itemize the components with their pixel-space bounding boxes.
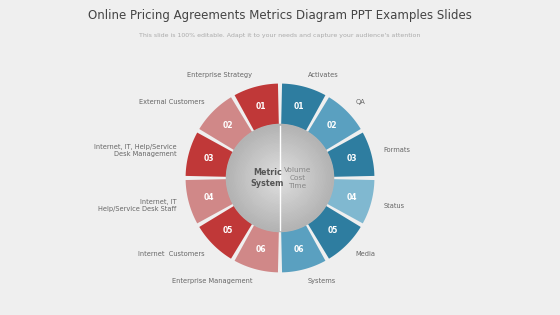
Polygon shape <box>235 83 279 131</box>
Circle shape <box>259 157 301 199</box>
Circle shape <box>262 159 298 197</box>
Circle shape <box>255 152 305 203</box>
Circle shape <box>257 155 303 201</box>
Circle shape <box>237 135 323 221</box>
Text: 01: 01 <box>255 102 266 111</box>
Circle shape <box>228 126 332 230</box>
Text: External Customers: External Customers <box>139 99 204 105</box>
Text: Volume
Cost
Time: Volume Cost Time <box>283 167 311 189</box>
Polygon shape <box>199 97 252 150</box>
Circle shape <box>240 138 320 218</box>
Circle shape <box>244 142 316 214</box>
Circle shape <box>279 177 281 179</box>
Text: 05: 05 <box>222 226 233 235</box>
Text: Internet, IT
Help/Service Desk Staff: Internet, IT Help/Service Desk Staff <box>98 199 176 212</box>
Polygon shape <box>185 179 233 223</box>
Circle shape <box>273 171 287 185</box>
Circle shape <box>265 163 295 193</box>
Circle shape <box>263 161 297 195</box>
Polygon shape <box>308 97 361 150</box>
Circle shape <box>239 136 321 220</box>
Text: 05: 05 <box>327 226 338 235</box>
Circle shape <box>264 162 296 194</box>
Text: Internet, IT, Help/Service
Desk Management: Internet, IT, Help/Service Desk Manageme… <box>94 144 176 157</box>
Circle shape <box>242 140 318 215</box>
Text: 03: 03 <box>346 154 357 163</box>
Circle shape <box>277 175 283 181</box>
Polygon shape <box>308 206 361 259</box>
Circle shape <box>229 127 331 229</box>
Circle shape <box>268 166 292 190</box>
Text: 06: 06 <box>255 245 266 254</box>
Text: 06: 06 <box>294 245 305 254</box>
Polygon shape <box>185 133 233 177</box>
Circle shape <box>250 148 310 208</box>
Circle shape <box>248 146 312 210</box>
Text: Enterprise Management: Enterprise Management <box>172 278 252 284</box>
Text: Internet  Customers: Internet Customers <box>138 251 204 257</box>
Text: 04: 04 <box>203 193 214 202</box>
Text: This slide is 100% editable. Adapt it to your needs and capture your audience's : This slide is 100% editable. Adapt it to… <box>139 33 421 38</box>
Polygon shape <box>281 83 325 131</box>
Text: Activates: Activates <box>308 72 338 77</box>
Circle shape <box>276 174 284 182</box>
Text: Online Pricing Agreements Metrics Diagram PPT Examples Slides: Online Pricing Agreements Metrics Diagra… <box>88 9 472 22</box>
Circle shape <box>256 154 304 202</box>
Circle shape <box>249 147 311 209</box>
Circle shape <box>233 131 327 225</box>
Circle shape <box>252 150 308 206</box>
Circle shape <box>245 143 315 213</box>
Text: 04: 04 <box>346 193 357 202</box>
Text: 03: 03 <box>203 154 214 163</box>
Text: Formats: Formats <box>384 147 410 153</box>
Circle shape <box>226 124 334 232</box>
Circle shape <box>260 158 300 198</box>
Text: 02: 02 <box>222 121 233 130</box>
Circle shape <box>236 134 324 222</box>
Text: Media: Media <box>356 251 376 257</box>
Circle shape <box>253 151 307 205</box>
Polygon shape <box>235 225 279 272</box>
Polygon shape <box>281 225 325 272</box>
Text: Enterprise Strategy: Enterprise Strategy <box>187 72 252 77</box>
Circle shape <box>270 169 290 187</box>
Circle shape <box>235 132 325 224</box>
Text: 02: 02 <box>327 121 338 130</box>
Polygon shape <box>327 179 375 223</box>
Circle shape <box>269 167 291 189</box>
Polygon shape <box>327 133 375 177</box>
Circle shape <box>232 130 328 226</box>
Text: Status: Status <box>384 203 404 209</box>
Circle shape <box>246 145 314 211</box>
Circle shape <box>272 170 288 186</box>
Text: QA: QA <box>356 99 366 105</box>
Polygon shape <box>199 206 252 259</box>
Text: 01: 01 <box>294 102 305 111</box>
Text: Systems: Systems <box>308 278 336 284</box>
Text: Metric
System: Metric System <box>251 168 284 188</box>
Circle shape <box>267 164 293 192</box>
Circle shape <box>274 173 286 183</box>
Circle shape <box>231 129 329 227</box>
Circle shape <box>241 139 319 217</box>
